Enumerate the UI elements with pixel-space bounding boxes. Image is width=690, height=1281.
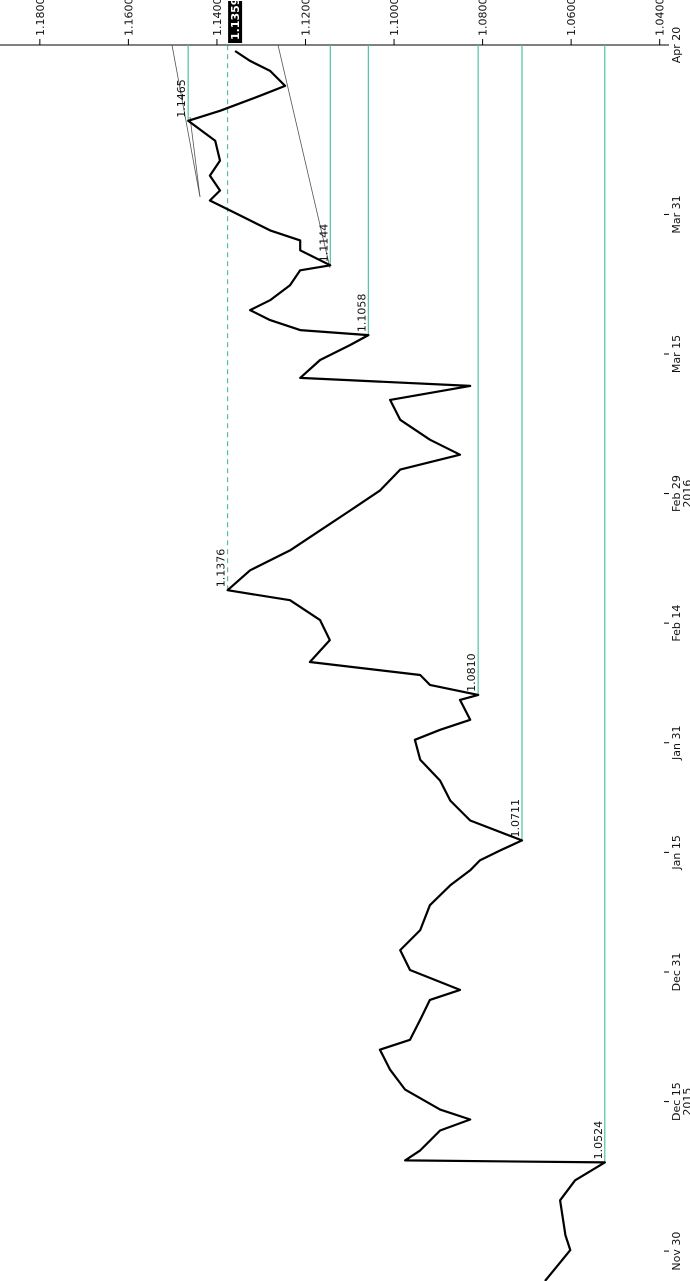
x-tick-label: Dec 31 (670, 953, 683, 992)
x-tick-label: Mar 31 (670, 195, 683, 233)
y-tick-label: 1.0800 (477, 0, 490, 36)
channel-line (277, 44, 331, 269)
x-tick-label: Nov 30 (670, 1232, 683, 1271)
x-tick-label: Feb 14 (670, 605, 683, 642)
y-tick-label: 1.1200 (299, 0, 312, 36)
price-line (187, 50, 606, 1281)
level-label: 1.0711 (509, 799, 522, 838)
last-value-label: 1.1359 (229, 0, 242, 40)
x-tick-label: Mar 15 (670, 335, 683, 373)
y-tick-label: 1.1600 (122, 0, 135, 36)
level-label: 1.1058 (355, 294, 368, 333)
x-tick-label: Jan 31 (670, 726, 683, 761)
x-tick-label: Jan 15 (670, 835, 683, 870)
channel-line (171, 44, 201, 198)
last-value-box (228, 1, 243, 43)
y-tick-label: 1.1000 (388, 0, 401, 36)
channel-line (189, 116, 201, 198)
level-label: 1.1465 (175, 79, 188, 118)
level-label: 1.1376 (215, 549, 228, 588)
x-tick-label: Dec 152015 (670, 1082, 690, 1121)
x-tick-label: Feb 292016 (670, 475, 690, 512)
level-label: 1.1144 (317, 224, 330, 263)
level-label: 1.0810 (465, 653, 478, 692)
y-tick-label: 1.0600 (565, 0, 578, 36)
level-label: 1.0524 (592, 1121, 605, 1160)
y-tick-label: 1.0400 (654, 0, 667, 36)
y-tick-label: 1.1400 (211, 0, 224, 36)
y-tick-label: 1.1800 (34, 0, 47, 36)
x-tick-label: Apr 20 (670, 27, 683, 64)
